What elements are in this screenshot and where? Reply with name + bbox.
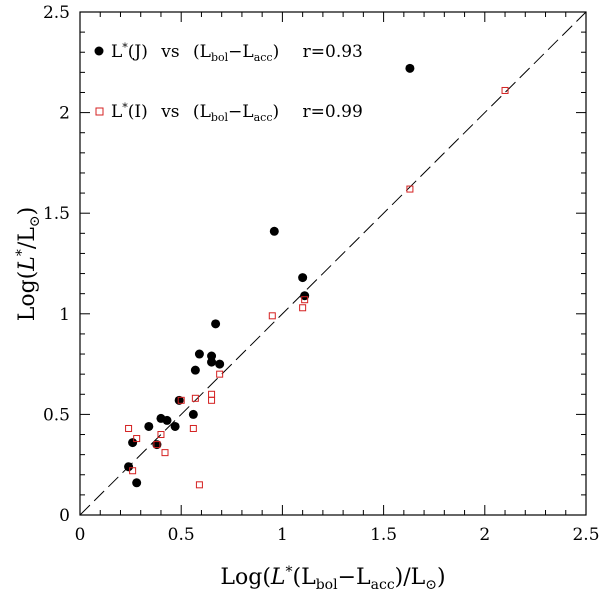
x-tick-label: 0.5 [168, 525, 195, 545]
data-point-series-1 [188, 409, 198, 419]
y-tick-label: 0 [59, 506, 70, 526]
data-point-series-1 [144, 421, 154, 431]
data-point-series-2 [129, 467, 137, 475]
y-tick-label: 2.5 [43, 3, 70, 23]
data-point-series-1 [132, 478, 142, 488]
data-point-series-1 [190, 365, 200, 375]
data-point-series-1 [300, 291, 310, 301]
data-point-series-2 [157, 431, 165, 439]
data-point-series-2 [208, 390, 216, 398]
data-point-series-1 [162, 415, 172, 425]
axis-tick-labels: 0 0.5 1 1.5 2 2.5 0 0.5 1 1.5 2 2.5 [43, 3, 600, 545]
data-point-series-2 [299, 304, 307, 312]
legend-label-series-2: L*(I) vs (Lbol−Lacc) r=0.99 [111, 101, 363, 124]
axis-ticks [79, 11, 587, 516]
data-point-series-1 [215, 359, 225, 369]
y-tick-label: 2 [59, 104, 70, 124]
data-point-series-1 [170, 421, 180, 431]
legend: L*(J) vs (Lbol−Lacc) r=0.93 L*(I) vs (Lb… [94, 41, 363, 124]
data-point-series-1 [211, 319, 221, 329]
data-point-series-2 [208, 396, 216, 404]
data-point-series-2 [153, 441, 161, 449]
legend-label-series-1: L*(J) vs (Lbol−Lacc) r=0.93 [111, 41, 363, 64]
data-point-series-1 [128, 438, 138, 448]
data-point-series-1 [298, 273, 308, 283]
data-point-series-2 [195, 481, 203, 489]
data-point-series-1 [269, 226, 279, 236]
x-tick-label: 2.5 [572, 525, 599, 545]
data-point-series-2 [161, 449, 169, 457]
reference-diagonal-line [79, 11, 587, 516]
legend-marker-filled-circle [94, 46, 104, 56]
data-point-series-1 [405, 63, 415, 73]
data-point-series-1 [207, 351, 217, 361]
data-point-series-2 [177, 396, 185, 404]
x-axis-title: Log(L*(Lbol−Lacc)/L⊙) [220, 564, 445, 593]
data-point-series-1 [174, 395, 184, 405]
data-point-series-2 [133, 435, 141, 443]
data-point-series-2 [189, 424, 197, 432]
data-point-series-2 [301, 296, 309, 304]
x-tick-label: 2 [479, 525, 490, 545]
data-point-series-2 [501, 86, 509, 94]
data-point-series-2 [191, 394, 199, 402]
y-tick-label: 1 [59, 305, 70, 325]
data-point-series-1 [124, 462, 134, 472]
y-tick-label: 1.5 [43, 204, 70, 224]
data-point-series-2 [406, 185, 414, 193]
x-tick-label: 1.5 [370, 525, 397, 545]
y-tick-label: 0.5 [43, 405, 70, 425]
plot-frame [79, 11, 587, 516]
data-point-series-2 [125, 424, 133, 432]
data-points [124, 63, 509, 489]
data-point-series-1 [194, 349, 204, 359]
y-axis-title: Log(L*/L⊙) [14, 207, 43, 322]
x-tick-label: 0 [75, 525, 86, 545]
data-point-series-1 [152, 440, 162, 450]
data-point-series-2 [216, 370, 224, 378]
legend-marker-open-square [95, 107, 104, 116]
x-tick-label: 1 [277, 525, 288, 545]
data-point-series-2 [268, 312, 276, 320]
